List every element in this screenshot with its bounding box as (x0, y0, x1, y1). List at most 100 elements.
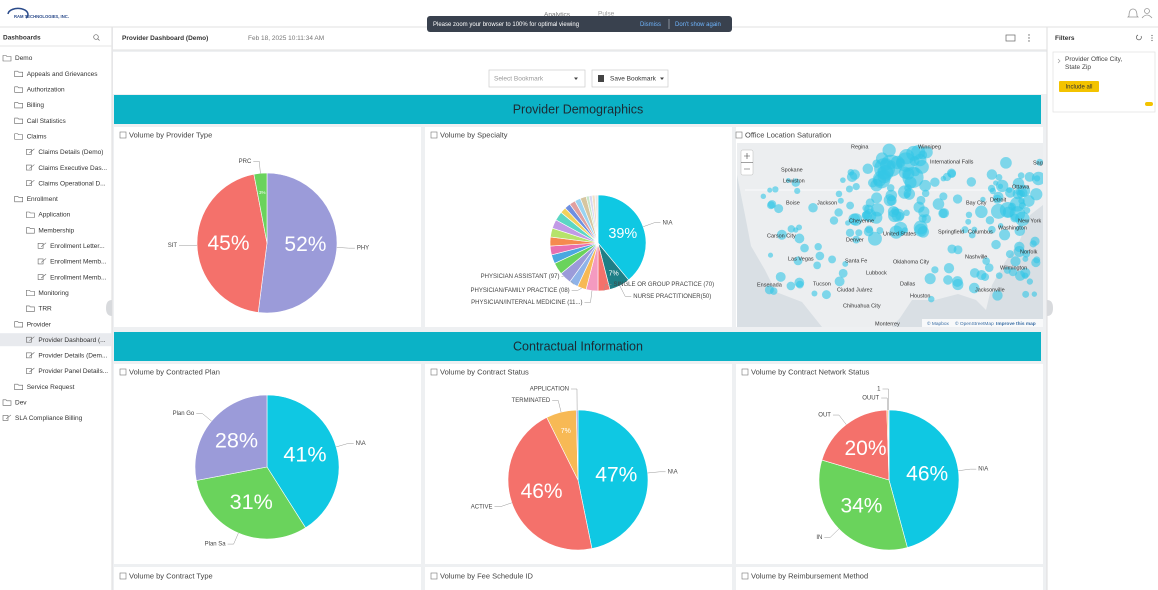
value-label: 46% (906, 462, 948, 485)
reset-icon[interactable] (1136, 34, 1142, 41)
folder-icon (2, 55, 12, 62)
city-label: Wilmington (1000, 265, 1027, 271)
sidebar-item[interactable]: SLA Compliance Billing (15, 415, 83, 422)
sidebar-item[interactable]: TRR (38, 306, 52, 313)
attribution[interactable]: © Mapbox (927, 320, 950, 327)
location-blob (845, 220, 851, 226)
location-blob (767, 252, 774, 258)
sidebar-item[interactable]: Enrollment (27, 196, 58, 203)
location-blob (999, 202, 1016, 218)
pie-slice (253, 172, 268, 244)
save-bookmark-button[interactable] (591, 69, 669, 88)
panel-icon (741, 368, 749, 376)
city-label: Boise (786, 200, 800, 206)
category-label: N\A (668, 469, 678, 475)
dashboard-icon (26, 352, 32, 359)
category-label: PRC (239, 159, 252, 165)
value-label: 34% (840, 494, 882, 517)
sidebar-item[interactable]: Claims Details (Demo) (38, 149, 103, 156)
sidebar-item[interactable]: Billing (27, 102, 45, 109)
section-title: Provider Demographics (513, 102, 644, 116)
map-land (737, 143, 1043, 327)
folder-icon (26, 211, 35, 218)
location-blob (846, 171, 858, 183)
section-header (114, 332, 1041, 361)
attribution[interactable]: Improve this map (996, 321, 1036, 327)
sidebar-item[interactable]: Service Request (27, 384, 75, 391)
menu-dot[interactable] (1151, 34, 1153, 37)
city-label: International Falls (930, 159, 974, 165)
sidebar-item[interactable]: Membership (38, 227, 74, 234)
bell-icon[interactable] (1127, 8, 1139, 18)
bookmark-select[interactable] (488, 69, 586, 88)
banner-dismiss[interactable]: Dismiss (640, 22, 661, 28)
location-blob (876, 227, 884, 234)
tab[interactable]: Analytics (544, 12, 571, 19)
sidebar-item[interactable]: Provider (27, 321, 52, 328)
menu-dot[interactable] (1028, 34, 1030, 36)
collapse-tab[interactable] (106, 300, 112, 316)
category-label: NURSE PRACTITIONER(50) (633, 294, 711, 300)
location-blob (1014, 225, 1026, 236)
attribution[interactable]: © OpenStreetMap (955, 320, 994, 327)
location-blob (849, 213, 863, 226)
value-label: 52% (284, 233, 326, 256)
search-icon[interactable] (93, 34, 99, 40)
dashboard-icon-mark (29, 164, 35, 169)
sidebar-item[interactable]: Enrollment Memb... (50, 274, 107, 281)
section-header (114, 95, 1041, 124)
value-label: 3% (259, 190, 266, 195)
location-blob (821, 290, 831, 300)
toggle[interactable] (1145, 102, 1153, 106)
location-blob (992, 290, 1003, 301)
expand-caret[interactable] (1057, 58, 1061, 64)
category-label: TERMINATED (512, 398, 551, 404)
sidebar-item[interactable]: Enrollment Letter... (50, 243, 105, 250)
location-blob (855, 229, 863, 237)
sidebar-item[interactable]: Claims Operational D... (38, 180, 105, 187)
sidebar-item[interactable]: Claims Executive Das... (38, 165, 107, 172)
panel-icon (430, 131, 438, 139)
filter-field: Provider Office City, State Zip (1065, 56, 1123, 71)
category-label: SINGLE OR GROUP PRACTICE (70) (614, 282, 715, 288)
panel-title: Volume by Provider Type (129, 130, 212, 139)
sidebar-item[interactable]: Call Statistics (27, 118, 67, 125)
sidebar-item[interactable]: Application (38, 212, 70, 219)
value-label: 47% (595, 464, 637, 487)
location-blob (917, 226, 929, 238)
sidebar-item[interactable]: Provider Panel Details... (38, 368, 108, 375)
collapse-tab[interactable] (1047, 300, 1053, 316)
city-label: New York (1018, 218, 1041, 224)
sidebar-item[interactable]: Dev (15, 400, 27, 407)
leader-line (336, 443, 354, 448)
include-all-button[interactable] (1059, 81, 1099, 92)
banner-message: Please zoom your browser to 100% for opt… (433, 22, 579, 28)
sidebar-item[interactable]: Demo (15, 55, 33, 62)
sidebar-item[interactable]: Enrollment Memb... (50, 259, 107, 266)
city-label: Nashville (965, 254, 987, 260)
sidebar-item[interactable]: Provider Dashboard (... (38, 337, 105, 344)
location-blob (793, 256, 803, 266)
sidebar-item[interactable]: Claims (27, 133, 48, 140)
panel (425, 567, 732, 590)
user-icon[interactable] (1144, 8, 1150, 14)
location-blob (999, 229, 1011, 241)
dashboard-icon (37, 274, 44, 280)
banner-dont-show[interactable]: Don't show again (675, 22, 721, 28)
category-label: PHYSICIAN ASSISTANT (97) (481, 274, 560, 280)
sidebar-item[interactable]: Appeals and Grievances (27, 71, 99, 78)
toolbar-icon[interactable] (1005, 34, 1016, 42)
tab[interactable]: Pulse (598, 11, 615, 18)
value-label: 45% (208, 232, 250, 255)
user-icon-body (1141, 14, 1153, 19)
location-blob (1031, 171, 1043, 186)
leader-line (336, 247, 355, 249)
sidebar-item[interactable]: Provider Details (Dem... (38, 353, 107, 360)
sidebar-item[interactable]: Authorization (27, 87, 65, 94)
location-blob (794, 187, 801, 195)
dashboard-icon (26, 180, 32, 186)
sidebar-item[interactable]: Monitoring (38, 290, 69, 297)
location-blob (993, 191, 1004, 202)
location-blob (989, 187, 997, 195)
location-blob (834, 276, 845, 287)
